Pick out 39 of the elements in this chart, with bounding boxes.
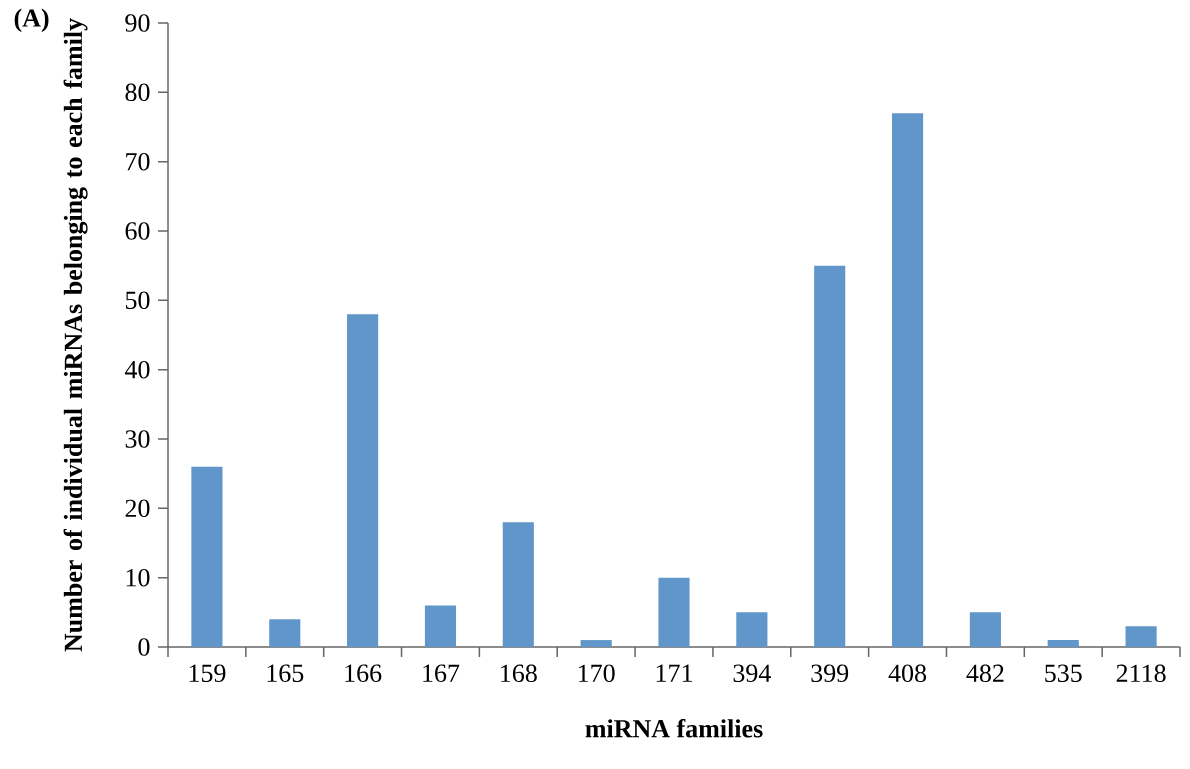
bar <box>502 522 534 647</box>
bar <box>736 612 768 647</box>
x-tick-label: 168 <box>501 664 537 683</box>
y-tick-label: 40 <box>124 360 150 379</box>
bar <box>1047 640 1079 647</box>
x-tick-label: 482 <box>966 664 1004 683</box>
bar <box>969 612 1001 647</box>
x-tick-label: 167 <box>423 664 460 682</box>
x-tick-label: 165 <box>267 664 304 682</box>
y-tick-label: 10 <box>126 568 150 587</box>
y-axis-title: Number of individual miRNAs belonging to each family <box>63 18 88 652</box>
bar <box>658 577 690 647</box>
y-tick-label: 70 <box>126 152 150 171</box>
y-tick-label: 90 <box>125 14 150 32</box>
x-tick-label: 170 <box>578 664 615 683</box>
bar <box>580 640 612 647</box>
y-tick-label: 50 <box>125 291 150 310</box>
x-tick-label: 166 <box>345 664 382 682</box>
x-tick-label: 2118 <box>1116 664 1166 683</box>
bar <box>891 113 924 647</box>
bar <box>347 314 379 647</box>
y-tick-label: 20 <box>125 499 150 518</box>
x-tick-label: 159 <box>189 664 226 682</box>
bar <box>269 619 301 647</box>
x-tick-label: 408 <box>888 664 927 683</box>
x-tick-label: 171 <box>656 664 692 682</box>
y-tick-label: 60 <box>125 222 150 240</box>
y-tick-label: 80 <box>125 83 150 102</box>
bar <box>424 605 457 647</box>
x-axis-title: miRNA families <box>585 718 763 738</box>
text: (A) <box>14 8 49 33</box>
x-tick-label: 535 <box>1045 664 1082 682</box>
bar <box>191 466 223 647</box>
x-tick-label: 394 <box>733 664 771 682</box>
bar <box>814 265 846 647</box>
x-tick-label: 399 <box>811 664 849 682</box>
y-tick-label: 30 <box>125 430 150 448</box>
y-tick-label: 0 <box>138 638 150 656</box>
bar <box>1125 626 1157 647</box>
